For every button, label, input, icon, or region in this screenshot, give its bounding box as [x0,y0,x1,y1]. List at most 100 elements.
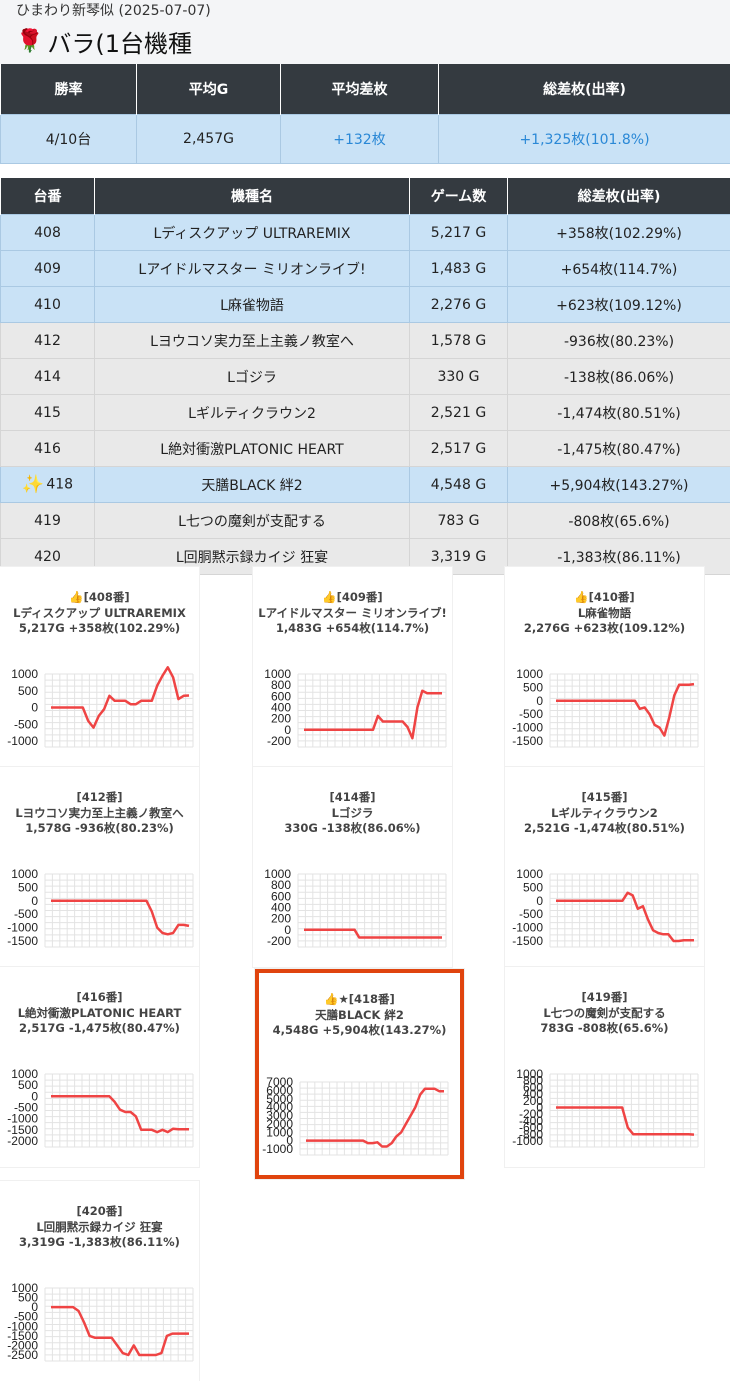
y-tick-label: 600 [271,889,291,903]
machine-name: L麻雀物語 [94,286,410,323]
game-count: 2,517 G [409,430,508,467]
series-line [51,899,190,936]
total-diff: -1,475枚(80.47%) [507,430,730,467]
chart-stats: 4,548G +5,904枚(143.27%) [272,1023,447,1037]
y-tick-label: -1500 [7,1329,38,1343]
chart-card[interactable]: [414番] Lゴジラ 330G -138枚(86.06%) 1000 800 600 40… [253,767,452,967]
machine-row[interactable]: 409 Lアイドルマスター ミリオンライブ! 1,483 G +654枚(114.7%… [0,250,730,287]
machine-row[interactable]: 412 Lヨウコソ実力至上主義ノ教室へ 1,578 G -936枚(80.23%) [0,322,730,359]
chart-card[interactable]: [416番] L絶対衝激PLATONIC HEART 2,517G -1,475枚(… [0,967,199,1167]
chart-machine-name: L麻雀物語 [577,605,632,620]
machine-no: 415 [0,394,95,431]
summary-header-row: 勝率 平均G 平均差枚 総差枚(出率) [0,64,730,115]
machine-no: 408 [0,214,95,251]
y-tick-label: -1000 [512,721,543,735]
y-tick-label: 0 [536,894,543,908]
machine-name: Lディスクアップ ULTRAREMIX [94,214,410,251]
series-line [51,1305,189,1357]
chart-card[interactable]: 👍[408番] Lディスクアップ ULTRAREMIX 5,217G +358枚(1… [0,567,199,767]
summary-row: 4/10台 2,457G +132枚 +1,325枚(101.8%) [0,114,730,164]
machine-row[interactable]: 408 Lディスクアップ ULTRAREMIX 5,217 G +358枚(102.2… [0,214,730,251]
y-tick-label: -800 [519,1127,543,1141]
chart-machine-name: Lアイドルマスター ミリオンライブ! [258,605,447,620]
y-tick-label: 1000 [11,1281,38,1295]
y-tick-label: 1000 [266,1125,293,1139]
machine-row[interactable]: 414 Lゴジラ 330 G -138枚(86.06%) [0,358,730,395]
machine-row[interactable]: 410 L麻雀物語 2,276 G +623枚(109.12%) [0,286,730,323]
summary-header-avg-games: 平均G [136,64,281,115]
machine-row[interactable]: ✨ 418 天膳BLACK 絆2 4,548 G +5,904枚(143.27%) [0,466,730,503]
total-diff: -138枚(86.06%) [507,358,730,395]
summary-win-rate: 4/10台 [0,114,137,164]
page-subtitle: ひまわり新琴似 (2025-07-07) [16,3,211,19]
game-count: 5,217 G [409,214,508,251]
chart-stats: 330G -138枚(86.06%) [284,821,421,835]
chart-card[interactable]: 👍[410番] L麻雀物語 2,276G +623枚(109.12%) 1000 500… [505,567,704,767]
chart-grid-lines [44,1073,194,1148]
y-tick-label: -1000 [7,734,38,748]
chart-machine-name: Lゴジラ [331,805,374,820]
y-tick-label: 1000 [264,867,291,881]
chart-grid-lines [297,873,447,948]
machine-no: 410 [0,286,95,323]
machine-row[interactable]: 416 L絶対衝激PLATONIC HEART 2,517 G -1,475枚(80.… [0,430,730,467]
chart-machine-name: L絶対衝激PLATONIC HEART [17,1005,182,1020]
series-line [556,891,694,943]
machine-row[interactable]: 415 Lギルティクラウン2 2,521 G -1,474枚(80.51%) [0,394,730,431]
game-count: 783 G [409,502,508,539]
page-title-row: 🌹 バラ(1台機種 [16,24,192,59]
y-tick-label: 500 [523,680,543,694]
y-tick-label: -2000 [7,1134,38,1148]
chart-machine-name: 天膳BLACK 絆2 [315,1007,404,1022]
page-header: ひまわり新琴似 (2025-07-07) 🌹 バラ(1台機種 [0,0,730,64]
chart-card[interactable]: [419番] L七つの魔剣が支配する 783G -808枚(65.6%) 1000 80… [505,967,704,1167]
y-tick-label: -200 [519,1107,543,1121]
y-tick-label: 500 [18,684,38,698]
chart-card[interactable]: [415番] Lギルティクラウン2 2,521G -1,474枚(80.51%) 10… [505,767,704,967]
y-tick-label: 1000 [516,867,543,881]
y-tick-label: -500 [14,717,38,731]
game-count: 1,483 G [409,250,508,287]
summary-header-total-diff: 総差枚(出率) [438,64,730,115]
chart-machine-name: Lヨウコソ実力至上主義ノ教室へ [15,805,184,820]
chart-label: 👍★[418番] [324,992,395,1006]
game-count: 1,578 G [409,322,508,359]
summary-total-diff: +1,325枚(101.8%) [438,114,730,164]
total-diff: -808枚(65.6%) [507,502,730,539]
y-tick-label: 500 [18,880,38,894]
chart-label: [412番] [76,790,123,804]
y-tick-label: -600 [519,1121,543,1135]
y-tick-label: -1500 [512,734,543,748]
summary-header-win-rate: 勝率 [0,64,137,115]
chart-card[interactable]: [420番] L回胴黙示録カイジ 狂宴 3,319G -1,383枚(86.11%)… [0,1181,199,1381]
chart-machine-name: L七つの魔剣が支配する [543,1005,666,1020]
header-game-count: ゲーム数 [409,178,508,215]
y-tick-label: 3000 [266,1109,293,1123]
y-tick-label: 800 [271,878,291,892]
chart-grid-lines [297,673,447,748]
chart-card[interactable]: 👍[409番] Lアイドルマスター ミリオンライブ! 1,483G +654枚(11… [253,567,452,767]
series-line [306,1087,444,1148]
chart-card[interactable]: 👍★[418番] 天膳BLACK 絆2 4,548G +5,904枚(143.27%… [255,969,464,1179]
y-tick-label: -400 [519,1114,543,1128]
chart-grid-lines [44,1287,194,1362]
chart-machine-name: Lディスクアップ ULTRAREMIX [13,605,186,620]
y-tick-label: -1500 [7,1123,38,1137]
machine-no-text: 418 [46,476,74,493]
machine-row[interactable]: 419 L七つの魔剣が支配する 783 G -808枚(65.6%) [0,502,730,539]
y-tick-label: 2000 [266,1117,293,1131]
total-diff: +358枚(102.29%) [507,214,730,251]
chart-stats: 2,276G +623枚(109.12%) [523,621,686,635]
chart-label: 👍[409番] [322,590,383,604]
y-tick-label: -2000 [7,1338,38,1352]
y-tick-label: 400 [523,1087,543,1101]
y-tick-label: -1000 [7,921,38,935]
machine-name: 天膳BLACK 絆2 [94,466,410,503]
summary-table: 勝率 平均G 平均差枚 総差枚(出率) 4/10台 2,457G +132枚 +… [0,64,730,164]
chart-card[interactable]: [412番] Lヨウコソ実力至上主義ノ教室へ 1,578G -936枚(80.23%… [0,767,199,967]
y-tick-label: -200 [267,734,291,748]
